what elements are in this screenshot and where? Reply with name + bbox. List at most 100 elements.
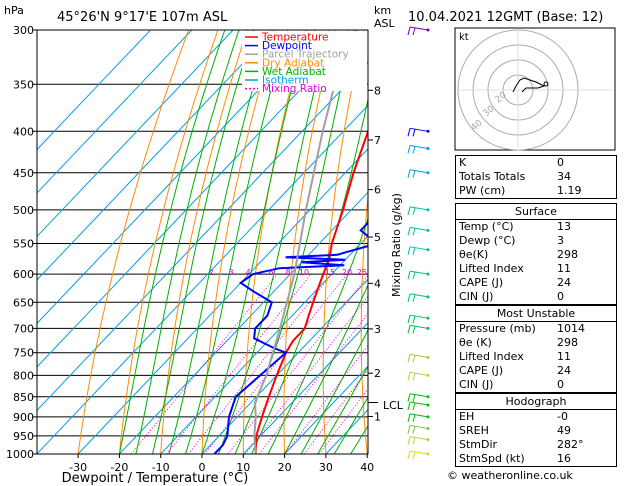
isotherm-line bbox=[37, 30, 275, 281]
index-value: 34 bbox=[557, 170, 571, 183]
index-row: Pressure (mb) 1014 bbox=[456, 322, 616, 336]
pressure-tick-label: 300 bbox=[13, 24, 34, 37]
most-unstable-title: Most Unstable bbox=[456, 306, 616, 322]
index-value: 49 bbox=[557, 424, 571, 437]
hodograph-unit-label: kt bbox=[459, 32, 469, 43]
index-value: 1.19 bbox=[557, 184, 582, 197]
hodograph-trace bbox=[512, 77, 546, 93]
dry-adiabat-line bbox=[283, 30, 336, 454]
mixing-ratio-line bbox=[227, 274, 368, 454]
wind-barb-flag bbox=[407, 169, 411, 178]
pressure-tick-label: 1000 bbox=[6, 448, 34, 461]
index-row: SREH 49 bbox=[456, 424, 616, 438]
wind-barb bbox=[409, 127, 429, 132]
index-value: 11 bbox=[557, 262, 571, 275]
mixing-ratio-line bbox=[258, 312, 368, 454]
wind-barb-flag bbox=[407, 425, 411, 434]
mixing-ratio-label: 25 bbox=[357, 268, 367, 277]
wind-barb bbox=[409, 413, 429, 418]
wind-barb-dot bbox=[426, 438, 430, 442]
mixing-ratio-label: 2 bbox=[208, 268, 213, 277]
pressure-tick-label: 500 bbox=[13, 204, 34, 217]
index-row: Lifted Index 11 bbox=[456, 350, 616, 364]
wind-barb bbox=[409, 371, 429, 376]
isotherm-line bbox=[37, 30, 151, 151]
wind-barb-dot bbox=[426, 129, 430, 133]
index-row: StmDir 282° bbox=[456, 438, 616, 452]
wind-barb-flag bbox=[412, 247, 416, 255]
height-tick-label: 7 bbox=[374, 134, 381, 147]
index-label: StmDir bbox=[459, 438, 498, 451]
mixing-ratio-line bbox=[303, 368, 368, 454]
dry-adiabat-line bbox=[118, 30, 219, 454]
indices-top-table: K 0 Totals Totals 34 PW (cm) 1.19 bbox=[455, 155, 617, 199]
isotherm-line bbox=[242, 322, 368, 454]
location-title: 45°26'N 9°17'E 107m ASL bbox=[57, 10, 228, 25]
wind-barb-dot bbox=[426, 208, 430, 212]
index-value: 13 bbox=[557, 220, 571, 233]
isotherm-line bbox=[160, 235, 368, 454]
temperature-tick-label: 10 bbox=[236, 461, 250, 474]
index-row: CAPE (J) 24 bbox=[456, 276, 616, 290]
wind-barb-flag bbox=[407, 393, 411, 402]
legend-label: Dry Adiabat bbox=[262, 57, 324, 69]
dry-adiabat-line bbox=[201, 30, 277, 454]
wet-adiabat-line bbox=[118, 30, 226, 454]
dry-adiabat-line bbox=[242, 30, 307, 454]
wind-barb-flag bbox=[407, 128, 411, 137]
pressure-tick-label: 700 bbox=[13, 322, 34, 335]
isotherm-line bbox=[201, 278, 368, 454]
wind-barb-flag bbox=[407, 206, 411, 216]
dry-adiabat-line bbox=[360, 191, 368, 454]
temperature-line bbox=[254, 127, 368, 454]
lcl-label: LCL bbox=[383, 399, 404, 412]
index-value: 16 bbox=[557, 452, 571, 465]
isotherm-line bbox=[37, 104, 368, 454]
wind-barb-flag bbox=[407, 270, 411, 280]
hodograph-title: Hodograph bbox=[456, 394, 616, 410]
wind-barb-flag bbox=[412, 316, 416, 324]
mixing-ratio-label: 8 bbox=[285, 268, 290, 277]
wet-adiabat-line bbox=[284, 283, 368, 454]
index-row: Lifted Index 11 bbox=[456, 262, 616, 276]
height-tick-label: 4 bbox=[374, 277, 381, 290]
x-axis-label: Dewpoint / Temperature (°C) bbox=[62, 471, 249, 486]
isotherm-line bbox=[37, 30, 193, 194]
pressure-tick-label: 650 bbox=[13, 296, 34, 309]
isotherm-line bbox=[77, 148, 368, 454]
wind-barb-flag bbox=[407, 401, 411, 411]
temperature-tick-label: -10 bbox=[152, 461, 170, 474]
wind-barb bbox=[409, 270, 429, 275]
pressure-tick-label: 900 bbox=[13, 411, 34, 424]
wind-barb-flag bbox=[407, 246, 411, 255]
wet-adiabat-line bbox=[300, 329, 368, 454]
dry-adiabat-line bbox=[160, 30, 248, 454]
pressure-tick-label: 550 bbox=[13, 237, 34, 250]
wind-barb-flag bbox=[412, 373, 416, 381]
wind-barb-flag bbox=[412, 207, 416, 216]
wind-barb-flag bbox=[407, 26, 411, 36]
index-value: 282° bbox=[557, 438, 584, 451]
credit-text: © weatheronline.co.uk bbox=[447, 469, 573, 482]
wind-barb bbox=[409, 393, 429, 398]
index-label: EH bbox=[459, 410, 475, 423]
index-row: θe(K) 298 bbox=[456, 248, 616, 262]
wind-barb-flag bbox=[412, 402, 416, 411]
pressure-tick-label: 600 bbox=[13, 268, 34, 281]
wind-barb-flag bbox=[407, 227, 411, 236]
wet-adiabat-line bbox=[135, 30, 240, 454]
index-row: PW (cm) 1.19 bbox=[456, 184, 616, 198]
wind-barb bbox=[409, 436, 429, 441]
index-value: 298 bbox=[557, 248, 578, 261]
temperature-tick-label: 30 bbox=[319, 461, 333, 474]
mixing-ratio-line bbox=[284, 344, 368, 454]
height-tick-label: 6 bbox=[374, 184, 381, 197]
temperature-tick-label: 0 bbox=[199, 461, 206, 474]
isotherm-line bbox=[37, 30, 317, 325]
legend-background bbox=[242, 31, 367, 91]
pressure-tick-label: 450 bbox=[13, 167, 34, 180]
index-value: 24 bbox=[557, 276, 571, 289]
wind-barb-dot bbox=[426, 171, 430, 175]
index-label: Lifted Index bbox=[459, 350, 524, 363]
